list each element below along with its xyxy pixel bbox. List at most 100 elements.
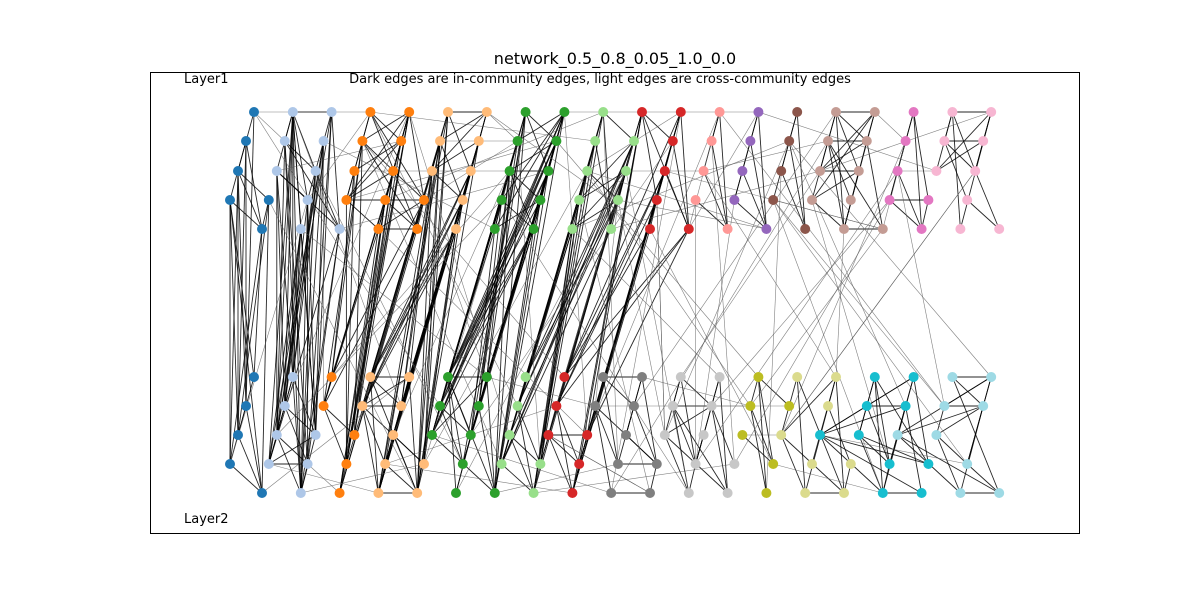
in-community-edge bbox=[362, 376, 410, 407]
in-community-edge bbox=[556, 228, 690, 407]
cross-community-edge bbox=[688, 140, 712, 230]
in-community-edge bbox=[323, 228, 418, 407]
network-node bbox=[667, 401, 678, 411]
in-community-edge bbox=[378, 199, 425, 230]
cross-community-edge bbox=[564, 140, 635, 378]
network-node bbox=[481, 107, 492, 117]
in-community-edge bbox=[284, 405, 316, 436]
network-node bbox=[295, 224, 306, 234]
network-node bbox=[962, 459, 973, 469]
in-community-edge bbox=[719, 376, 729, 494]
network-node bbox=[908, 372, 919, 382]
network-node bbox=[302, 459, 313, 469]
figure-subtitle: Dark edges are in-community edges, light… bbox=[349, 72, 851, 87]
in-community-edge bbox=[362, 228, 457, 407]
in-community-edge bbox=[943, 140, 968, 201]
in-community-edge bbox=[695, 199, 728, 230]
in-community-edge bbox=[315, 170, 341, 230]
in-community-edge bbox=[361, 405, 386, 465]
in-community-edge bbox=[819, 405, 906, 436]
cross-community-edge bbox=[307, 111, 371, 201]
in-community-edge bbox=[509, 434, 541, 465]
in-community-edge bbox=[959, 405, 984, 494]
in-community-edge bbox=[284, 140, 316, 172]
network-node bbox=[528, 488, 539, 498]
in-community-edge bbox=[447, 140, 557, 378]
network-node bbox=[365, 107, 376, 117]
network-node bbox=[645, 224, 655, 234]
network-node bbox=[923, 195, 934, 205]
cross-community-edge bbox=[556, 140, 759, 378]
in-community-edge bbox=[300, 140, 325, 494]
network-node bbox=[939, 401, 950, 411]
in-community-edge bbox=[307, 111, 333, 201]
in-community-edge bbox=[564, 228, 651, 378]
in-community-edge bbox=[494, 170, 549, 494]
in-community-edge bbox=[819, 405, 868, 436]
network-node bbox=[334, 488, 345, 498]
network-node bbox=[551, 136, 562, 146]
in-community-edge bbox=[757, 376, 774, 465]
in-community-edge bbox=[889, 199, 922, 230]
in-community-edge bbox=[501, 463, 534, 494]
in-community-edge bbox=[796, 111, 806, 230]
in-community-edge bbox=[874, 376, 891, 465]
network-node bbox=[853, 166, 864, 176]
network-node bbox=[582, 430, 593, 440]
cross-community-edge bbox=[811, 199, 890, 465]
layer2-label: Layer2 bbox=[184, 512, 229, 527]
in-community-edge bbox=[563, 170, 666, 378]
in-community-edge bbox=[439, 405, 464, 465]
cross-community-edge bbox=[835, 228, 845, 378]
in-community-edge bbox=[229, 199, 263, 230]
network-node bbox=[225, 459, 235, 469]
in-community-edge bbox=[633, 405, 658, 465]
network-node bbox=[800, 224, 811, 234]
in-community-edge bbox=[361, 199, 464, 407]
network-node bbox=[310, 166, 321, 176]
cross-community-edge bbox=[594, 199, 619, 407]
in-community-edge bbox=[594, 405, 612, 494]
network-node bbox=[621, 430, 631, 440]
in-community-edge bbox=[276, 170, 286, 407]
in-community-edge bbox=[913, 111, 929, 201]
in-community-edge bbox=[772, 111, 798, 201]
in-community-edge bbox=[578, 170, 627, 201]
network-node bbox=[388, 166, 399, 176]
network-node bbox=[257, 488, 267, 498]
cross-community-edge bbox=[611, 170, 821, 230]
cross-community-edge bbox=[874, 111, 906, 142]
network-node bbox=[287, 372, 298, 382]
network-node bbox=[427, 430, 437, 440]
network-node bbox=[931, 166, 942, 176]
network-node bbox=[435, 401, 445, 411]
in-community-edge bbox=[276, 228, 302, 436]
network-node bbox=[263, 459, 274, 469]
in-community-edge bbox=[494, 111, 565, 494]
network-node bbox=[574, 459, 585, 469]
in-community-edge bbox=[353, 170, 394, 436]
cross-community-edge bbox=[378, 228, 588, 436]
in-community-edge bbox=[866, 140, 884, 230]
in-community-edge bbox=[268, 228, 302, 465]
network-node bbox=[318, 401, 329, 411]
in-community-edge bbox=[935, 434, 961, 494]
network-node bbox=[931, 430, 942, 440]
network-node bbox=[784, 136, 795, 146]
in-community-edge bbox=[602, 111, 635, 142]
in-community-edge bbox=[229, 463, 263, 494]
network-node bbox=[451, 224, 461, 234]
network-node bbox=[994, 224, 1005, 234]
in-community-edge bbox=[897, 405, 984, 436]
in-community-edge bbox=[525, 170, 588, 378]
in-community-edge bbox=[501, 434, 511, 465]
in-community-edge bbox=[261, 199, 270, 494]
network-node bbox=[496, 195, 507, 205]
in-community-edge bbox=[331, 111, 341, 230]
cross-community-edge bbox=[346, 140, 557, 201]
network-node bbox=[535, 459, 546, 469]
cross-community-edge bbox=[772, 199, 945, 407]
in-community-edge bbox=[361, 405, 379, 494]
in-community-edge bbox=[292, 228, 302, 378]
